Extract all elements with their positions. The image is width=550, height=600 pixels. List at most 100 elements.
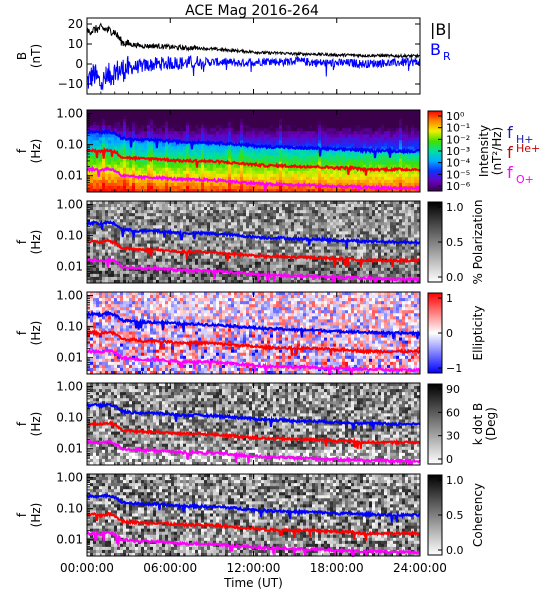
heatmap-cell [288,219,292,223]
heatmap-cell [108,219,112,223]
heatmap-cell [306,134,310,138]
heatmap-cell [186,261,190,266]
heatmap-cell [279,228,283,232]
heatmap-cell [414,134,418,138]
heatmap-cell [327,158,331,163]
heatmap-cell [402,137,406,141]
heatmap-cell [195,213,199,217]
heatmap-cell [189,240,193,244]
heatmap-cell [228,158,232,163]
heatmap-cell [90,116,94,120]
heatmap-cell [198,110,202,114]
heatmap-cell [117,249,121,254]
heatmap-cell [261,237,265,241]
heatmap-cell [207,216,211,220]
heatmap-cell [213,158,217,163]
heatmap-cell [315,131,319,135]
heatmap-cell [138,185,142,190]
heatmap-cell [381,155,385,159]
heatmap-cell [324,125,328,129]
heatmap-cell [288,264,292,269]
heatmap-cell [120,270,124,275]
heatmap-cell [390,179,394,184]
heatmap-cell [177,201,181,205]
heatmap-cell [135,188,139,193]
heatmap-cell [171,122,175,126]
heatmap-cell [177,216,181,220]
heatmap-cell [153,261,157,266]
heatmap-cell [204,125,208,129]
heatmap-cell [318,113,322,117]
heatmap-cell [165,276,169,281]
heatmap-cell [405,170,409,175]
heatmap-cell [312,128,316,132]
heatmap-cell [153,173,157,178]
heatmap-cell [234,261,238,266]
heatmap-cell [198,204,202,208]
heatmap-cell [156,261,160,266]
heatmap-cell [105,252,109,257]
heatmap-cell [303,128,307,132]
heatmap-cell [165,155,169,159]
heatmap-cell [102,113,106,117]
heatmap-cell [204,137,208,141]
heatmap-cell [390,170,394,175]
heatmap-cell [378,134,382,138]
heatmap-cell [189,110,193,114]
heatmap-cell [246,116,250,120]
heatmap-cell [360,176,364,181]
heatmap-cell [279,270,283,275]
heatmap-cell [246,201,250,205]
heatmap-cell [390,140,394,144]
heatmap-cell [144,273,148,278]
heatmap-cell [231,188,235,193]
heatmap-cell [225,267,229,272]
heatmap-cell [174,170,178,175]
heatmap-cell [270,122,274,126]
heatmap-cell [267,261,271,266]
b-total-line [86,22,421,60]
heatmap-cell [327,179,331,184]
heatmap-cell [234,149,238,153]
heatmap-cell [243,128,247,132]
heatmap-cell [141,161,145,166]
heatmap-cell [171,219,175,223]
heatmap-cell [114,255,118,260]
heatmap-cell [195,204,199,208]
heatmap-cell [129,152,133,156]
heatmap-cell [243,273,247,278]
heatmap-cell [384,134,388,138]
heatmap-cell [222,240,226,244]
heatmap-cell [213,113,217,117]
heatmap-cell [195,170,199,175]
heatmap-cell [228,204,232,208]
heatmap-cell [180,182,184,187]
heatmap-cell [336,140,340,144]
y-axis-label-units: (nT) [29,44,43,68]
heatmap-cell [378,122,382,126]
heatmap-cell [228,131,232,135]
heatmap-cell [252,173,256,178]
heatmap-cell [198,116,202,120]
heatmap-cell [240,225,244,229]
heatmap-cell [159,273,163,278]
heatmap-cell [177,134,181,138]
heatmap-cell [126,158,130,163]
heatmap-cell [183,213,187,217]
heatmap-cell [180,222,184,226]
heatmap-cell [225,204,229,208]
heatmap-cell [225,110,229,114]
heatmap-cell [117,137,121,141]
heatmap-cell [183,210,187,214]
heatmap-cell [267,161,271,166]
heatmap-cell [249,258,253,263]
heatmap-cell [366,146,370,150]
heatmap-cell [345,170,349,175]
heatmap-cell [243,213,247,217]
heatmap-cell [225,182,229,187]
heatmap-cell [279,231,283,235]
heatmap-cell [300,131,304,135]
heatmap-cell [234,225,238,229]
heatmap-cell [141,173,145,178]
heatmap-cell [129,122,133,126]
